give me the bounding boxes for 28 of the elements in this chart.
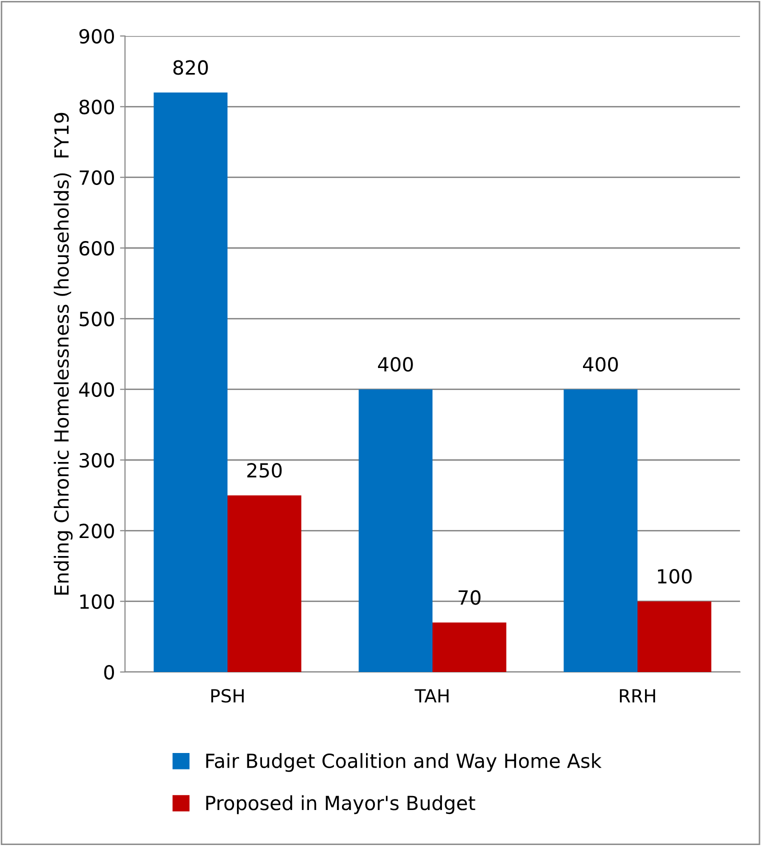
bar bbox=[638, 601, 712, 672]
x-tick-label: RRH bbox=[620, 689, 656, 702]
y-tick-label: 400 bbox=[79, 382, 114, 397]
bar bbox=[358, 389, 432, 672]
x-tick-label: PSH bbox=[211, 688, 244, 703]
y-tick-label: 300 bbox=[80, 452, 114, 468]
bar bbox=[154, 92, 228, 672]
y-tick-label: 200 bbox=[80, 524, 114, 538]
data-label: 400 bbox=[378, 356, 413, 372]
legend-label: Proposed in Mayor's Budget bbox=[206, 795, 476, 814]
data-label: 100 bbox=[658, 568, 692, 584]
data-label: 70 bbox=[458, 590, 480, 605]
y-tick-label: 500 bbox=[80, 312, 114, 326]
y-tick-label: 900 bbox=[79, 28, 114, 44]
bar bbox=[432, 622, 506, 672]
y-tick-label: 800 bbox=[79, 100, 114, 114]
data-label: 820 bbox=[173, 60, 208, 75]
y-tick-label: 0 bbox=[104, 664, 114, 680]
data-label: 250 bbox=[247, 462, 282, 478]
bar bbox=[564, 389, 638, 672]
legend-label: Fair Budget Coalition and Way Home Ask bbox=[206, 753, 602, 772]
y-tick-label: 600 bbox=[80, 240, 114, 256]
data-label: 400 bbox=[582, 356, 618, 372]
y-axis-title: Ending Chronic Homelessness (households) FY19 bbox=[54, 112, 73, 595]
x-tick-label: TAH bbox=[414, 689, 449, 702]
y-tick-label: 100 bbox=[80, 594, 114, 609]
bar bbox=[228, 495, 302, 672]
y-tick-label: 700 bbox=[80, 170, 114, 185]
